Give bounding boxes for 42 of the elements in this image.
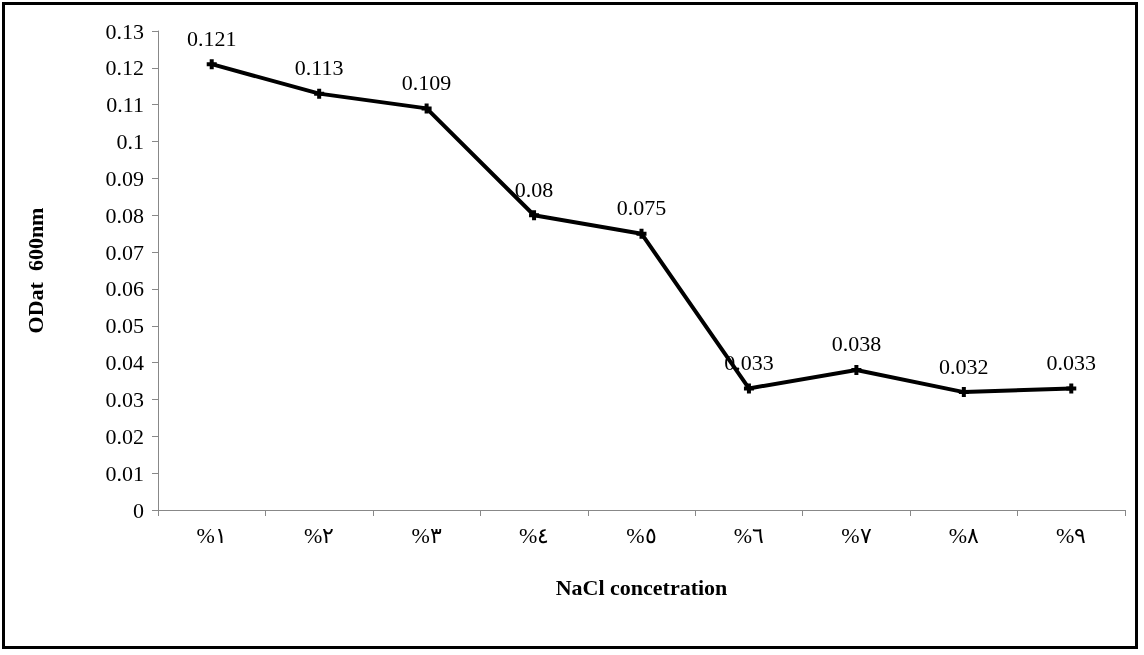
x-tick-label: %٦ [733,522,765,548]
y-tick-label: 0.09 [105,165,144,191]
data-label: 0.121 [186,25,237,51]
data-label: 0.033 [1046,349,1097,375]
data-label: 0.032 [939,353,989,379]
y-tick-label: 0.11 [106,92,144,118]
x-tick-label: %٩ [1056,522,1087,548]
point [206,59,217,70]
data-label: 0.08 [514,176,554,202]
point [958,387,969,398]
x-tick-label: %٣ [411,522,442,548]
x-tick-label: %٤ [518,522,550,548]
y-tick-label: 0.05 [105,313,144,339]
x-tick-label: %٧ [841,522,872,548]
point [636,228,647,239]
data-label: 0.075 [616,195,667,221]
data-label: 0.113 [294,55,344,81]
x-tick-label: %٢ [304,522,335,548]
point [743,383,754,394]
y-tick-label: 0.08 [105,202,144,228]
data-label: 0.109 [401,69,452,95]
y-tick-label: 0.13 [105,18,144,44]
point [1066,383,1077,394]
y-tick-label: 0.07 [105,239,144,265]
x-tick-label: %١ [196,522,227,548]
point [851,364,862,375]
y-tick-label: 0.1 [116,129,144,155]
x-tick-label: %٥ [626,522,657,548]
x-tick-label: %٨ [948,522,979,548]
point [421,103,432,114]
y-tick-label: 0.06 [105,276,144,302]
point [314,88,325,99]
y-tick-label: 0.01 [105,460,144,486]
y-axis-title: ODat 600nm [22,207,48,334]
y-tick-label: 0.12 [105,55,144,81]
y-tick-label: 0.04 [105,350,144,376]
point [529,210,540,221]
y-tick-label: 0.03 [105,386,144,412]
y-tick-label: 0 [133,497,144,523]
y-tick-label: 0.02 [105,423,144,449]
data-label: 0.038 [831,331,882,357]
x-axis-title: NaCl concetration [555,574,728,600]
